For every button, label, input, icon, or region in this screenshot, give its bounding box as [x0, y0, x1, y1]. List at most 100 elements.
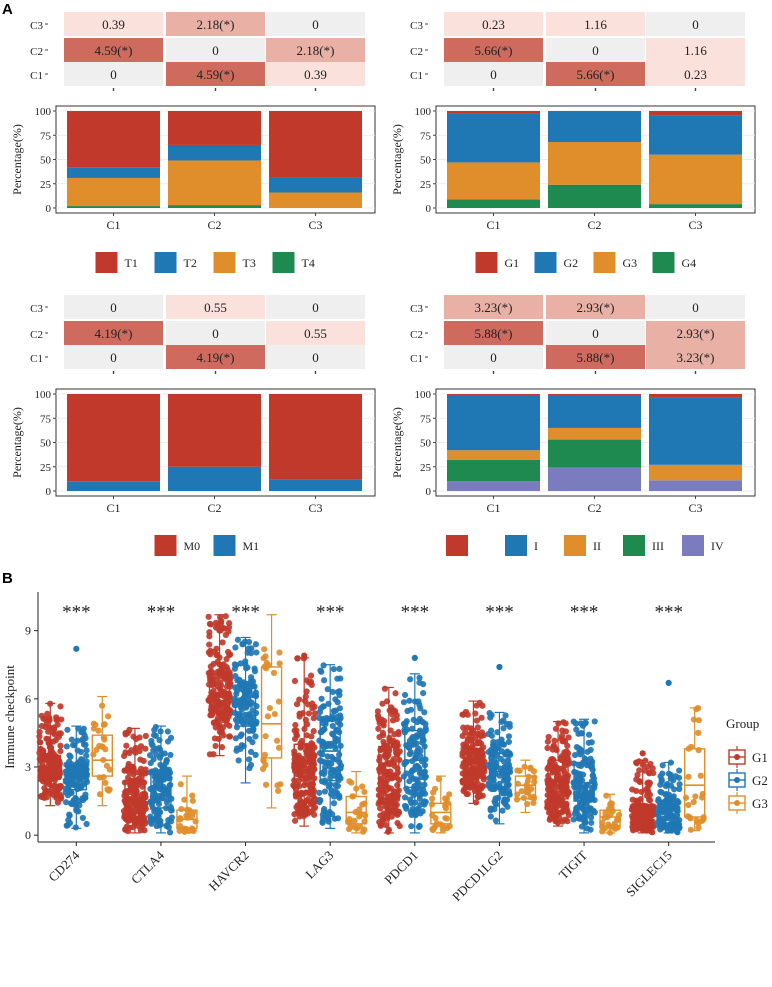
data-point — [428, 801, 436, 808]
heatmap-cell — [266, 321, 365, 345]
bar-segment — [269, 394, 362, 480]
data-point — [545, 733, 552, 741]
heatmap-value: 0 — [312, 300, 319, 315]
data-point — [586, 731, 593, 738]
data-point — [442, 805, 450, 812]
box — [430, 802, 452, 825]
data-point — [291, 817, 299, 824]
legend-label: II — [593, 539, 601, 553]
heatmap-cell — [166, 62, 265, 86]
data-point — [564, 818, 571, 825]
heatmap-cell — [64, 62, 163, 86]
data-point — [562, 720, 569, 727]
outlier-point — [411, 654, 418, 662]
data-point — [40, 747, 47, 754]
data-point — [467, 769, 474, 776]
data-point — [334, 782, 342, 790]
data-point — [695, 824, 702, 831]
heatmap-cell — [646, 62, 745, 86]
data-point — [138, 774, 145, 781]
box — [319, 718, 341, 782]
y-tick-label: 100 — [35, 389, 52, 401]
heatmap-cell — [646, 38, 745, 62]
data-point — [695, 729, 702, 736]
data-point — [459, 749, 466, 756]
bar-segment — [269, 111, 362, 178]
bar-segment — [447, 162, 540, 200]
data-point — [100, 734, 107, 741]
data-point — [303, 768, 311, 775]
data-point — [79, 737, 86, 744]
heatmap-Stage: C3 3.23(*) 2.93(*) 0 C2 5.88(*) 0 2.93(*) C1 0 5.8… — [410, 295, 745, 374]
bar-segment — [168, 111, 261, 145]
data-point — [359, 783, 366, 790]
data-point — [321, 788, 329, 795]
data-point — [487, 813, 494, 820]
box — [547, 759, 569, 800]
data-point — [63, 743, 70, 750]
heatmap-M-stage: C3 0 0.55 0 C2 4.19(*) 0 0.55 C1 0 4.19(*) 0 — [30, 295, 365, 374]
data-point — [271, 710, 278, 718]
legend-label: I — [534, 539, 538, 553]
data-point — [248, 717, 255, 724]
data-point — [559, 809, 566, 816]
bar-segment — [269, 479, 362, 491]
data-point — [215, 735, 222, 743]
data-point — [167, 734, 175, 742]
panel-a-group: C3 0.39 2.18(*) 0 C2 4.59(*) 0 2.18(*) C1 0 4.59(*… — [10, 12, 756, 556]
heatmap-cell — [444, 321, 543, 345]
data-point — [413, 751, 420, 758]
data-point — [469, 754, 477, 761]
bar-segment — [447, 394, 540, 395]
heatmap-value: 1.16 — [584, 17, 607, 32]
legend-label: G4 — [682, 256, 697, 270]
legend-dot — [734, 800, 740, 806]
heatmap-row-label: C2 — [30, 46, 43, 58]
data-point — [214, 683, 221, 690]
data-point — [377, 822, 384, 829]
legend-swatch — [652, 252, 675, 273]
data-point — [226, 733, 234, 740]
heatmap-value: 4.19(*) — [197, 350, 235, 365]
data-point — [68, 736, 75, 743]
data-point — [659, 801, 666, 808]
data-point — [261, 751, 268, 758]
data-point — [331, 772, 338, 779]
data-point — [147, 760, 154, 767]
data-point — [418, 773, 425, 781]
heatmap-value: 4.59(*) — [197, 67, 235, 82]
data-point — [605, 805, 612, 813]
data-point — [292, 791, 300, 799]
data-point — [299, 710, 306, 717]
data-point — [421, 709, 428, 716]
data-point — [504, 803, 511, 810]
data-point — [490, 738, 497, 746]
points-G2 — [231, 636, 260, 772]
data-point — [574, 772, 581, 779]
bar-segment — [649, 111, 742, 116]
data-point — [413, 763, 420, 770]
data-point — [263, 659, 270, 667]
data-point — [276, 649, 283, 656]
heatmap-cell — [546, 38, 645, 62]
data-point — [416, 701, 423, 708]
data-point — [560, 781, 567, 788]
data-point — [676, 781, 683, 788]
heatmap-cell — [166, 345, 265, 369]
points-G3 — [428, 775, 453, 834]
data-point — [292, 721, 299, 729]
data-point — [381, 790, 388, 797]
legend-label: G2 — [752, 773, 768, 788]
legend-label: M0 — [184, 539, 201, 553]
data-point — [303, 732, 310, 739]
data-point — [305, 679, 313, 686]
y-tick-label: 75 — [420, 130, 432, 142]
data-point — [206, 633, 213, 640]
data-point — [330, 707, 338, 715]
data-point — [151, 773, 158, 780]
data-point — [83, 758, 90, 765]
data-point — [579, 771, 587, 778]
heatmap-cell — [166, 12, 265, 36]
data-point — [487, 746, 495, 753]
legend-label: G3 — [752, 796, 768, 811]
